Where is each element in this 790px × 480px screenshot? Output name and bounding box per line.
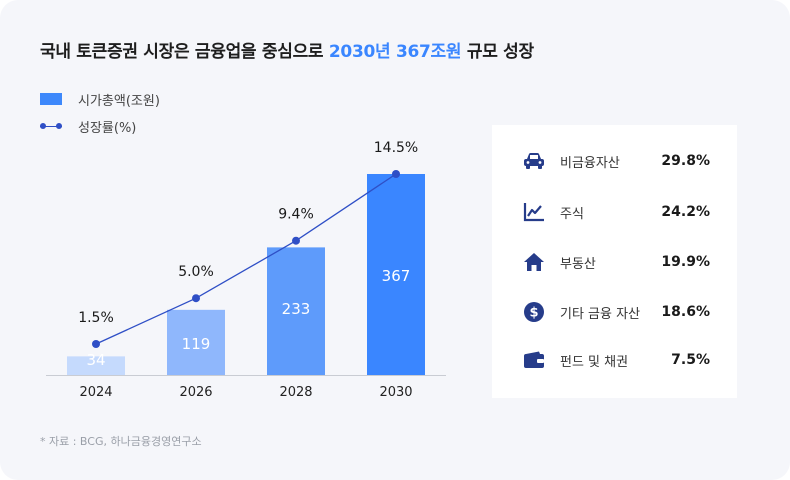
asset-row-non-financial: 비금융자산 29.8% — [492, 149, 737, 173]
growth-rate-label: 5.0% — [178, 264, 214, 280]
bar — [267, 247, 325, 375]
asset-row-stocks: 주식 24.2% — [492, 200, 737, 224]
asset-label: 부동산 — [560, 256, 596, 272]
bar-value-label: 367 — [382, 267, 411, 285]
growth-point — [92, 340, 100, 348]
bar — [367, 174, 425, 375]
title-suffix: 규모 성장 — [466, 42, 534, 62]
asset-value: 18.6% — [661, 304, 710, 320]
x-tick-label: 2028 — [279, 385, 312, 400]
x-tick-label: 2026 — [179, 385, 212, 400]
growth-point — [392, 170, 400, 178]
asset-breakdown-panel: 비금융자산 29.8% 주식 24.2% 부동산 19.9% — [492, 125, 737, 398]
legend-line-label: 성장률(%) — [78, 120, 137, 136]
legend-item-bars: 시가총액(조원) — [40, 90, 160, 109]
car-icon — [522, 149, 546, 173]
asset-row-real-estate: 부동산 19.9% — [492, 250, 737, 274]
legend-item-line: 성장률(%) — [40, 117, 160, 136]
svg-text:$: $ — [529, 306, 538, 321]
page-title: 국내 토큰증권 시장은 금융업을 중심으로 2030년 367조원 규모 성장 — [40, 37, 534, 62]
bar-value-label: 119 — [182, 335, 211, 353]
bar-value-label: 233 — [282, 300, 311, 318]
asset-value: 29.8% — [661, 153, 710, 169]
asset-row-funds-bonds: 펀드 및 채권 7.5% — [492, 348, 737, 372]
growth-point — [292, 236, 300, 245]
wallet-icon — [522, 348, 546, 372]
asset-value: 24.2% — [661, 204, 710, 220]
bar — [167, 309, 225, 375]
growth-rate-label: 14.5% — [374, 140, 418, 156]
growth-rate-label: 1.5% — [78, 310, 114, 326]
bar-value-label: 34 — [86, 351, 105, 369]
house-icon — [522, 250, 546, 274]
x-tick-label: 2030 — [379, 385, 412, 400]
title-highlight: 2030년 367조원 — [328, 42, 462, 62]
asset-value: 19.9% — [661, 254, 710, 270]
legend-bar-swatch — [40, 93, 62, 105]
asset-label: 주식 — [560, 206, 584, 222]
source-note: * 자료 : BCG, 하나금융경영연구소 — [40, 435, 202, 448]
growth-rate-label: 9.4% — [278, 207, 314, 223]
legend-bar-label: 시가총액(조원) — [78, 93, 160, 109]
chart-line-icon — [522, 200, 546, 224]
asset-label: 펀드 및 채권 — [560, 354, 629, 370]
growth-line — [95, 173, 397, 345]
asset-value: 7.5% — [671, 352, 710, 368]
x-tick-label: 2024 — [79, 385, 112, 400]
asset-row-other-financial: $ 기타 금융 자산 18.6% — [492, 300, 737, 324]
chart-legend: 시가총액(조원) 성장률(%) — [40, 90, 160, 144]
dollar-coin-icon: $ — [522, 300, 546, 324]
asset-label: 비금융자산 — [560, 155, 620, 171]
bar — [67, 356, 125, 375]
legend-line-swatch — [40, 120, 62, 132]
title-prefix: 국내 토큰증권 시장은 금융업을 중심으로 — [40, 42, 324, 62]
growth-point — [192, 294, 200, 303]
asset-label: 기타 금융 자산 — [560, 306, 641, 322]
